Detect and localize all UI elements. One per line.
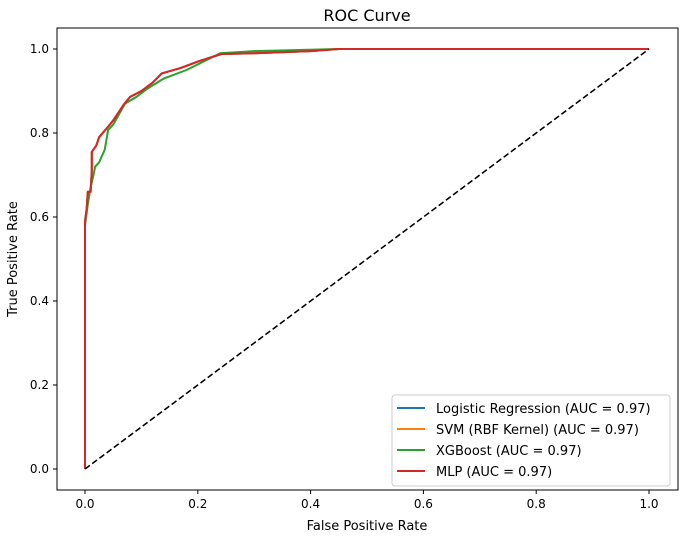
x-tick-label: 0.4 — [301, 497, 320, 511]
legend-label: SVM (RBF Kernel) (AUC = 0.97) — [436, 423, 639, 438]
x-tick-label: 0.2 — [188, 497, 207, 511]
chance-diagonal-line — [84, 48, 650, 470]
chart-title: ROC Curve — [323, 6, 410, 25]
plot-frame — [56, 27, 679, 491]
legend-box — [391, 394, 671, 487]
x-tick-label: 0.8 — [527, 497, 546, 511]
legend-label: MLP (AUC = 0.97) — [436, 465, 552, 480]
y-tick-label: 0.0 — [30, 462, 49, 476]
y-tick-label: 0.8 — [30, 126, 49, 140]
legend: Logistic Regression (AUC = 0.97) SVM (RBF… — [391, 394, 671, 487]
x-tick-label: 0.0 — [75, 497, 94, 511]
legend-label: XGBoost (AUC = 0.97) — [436, 444, 582, 459]
series-line-3 — [84, 48, 649, 469]
x-tick-label: 0.6 — [414, 497, 433, 511]
y-axis-label: True Positive Rate — [6, 201, 21, 318]
y-tick-label: 0.2 — [30, 378, 49, 392]
y-tick-label: 0.6 — [30, 210, 49, 224]
y-tick-label: 0.4 — [30, 294, 49, 308]
legend-label: Logistic Regression (AUC = 0.97) — [436, 402, 651, 417]
y-tick-label: 1.0 — [30, 42, 49, 56]
x-tick-label: 1.0 — [639, 497, 658, 511]
x-axis-label: False Positive Rate — [307, 519, 428, 534]
